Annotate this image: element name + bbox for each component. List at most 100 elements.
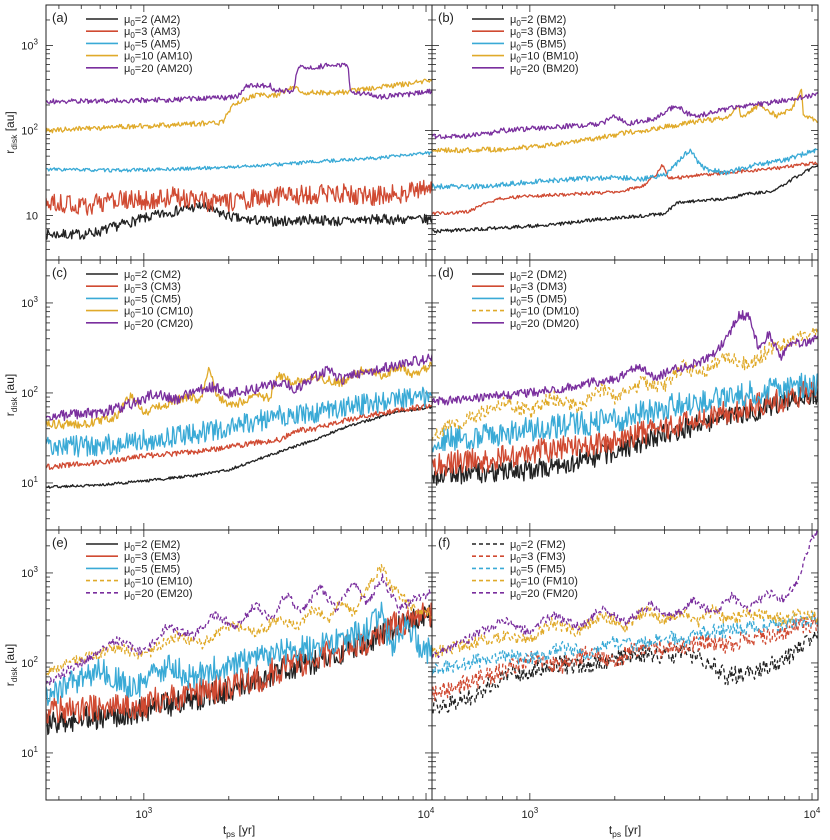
- legend-entry: μ0=2 (AM2): [124, 14, 180, 28]
- legend-rest: =2 (BM2): [521, 14, 567, 26]
- legend-mu-subscript: 0: [130, 274, 135, 283]
- series-line-3dm3: [432, 378, 818, 477]
- series-group: [46, 563, 432, 736]
- tick-marks: [46, 4, 432, 261]
- panel-label: (f): [438, 535, 450, 550]
- legend-entry: μ0=10 (CM10): [124, 306, 193, 320]
- panel-f: (f) μ0=2 (FM2)μ0=3 (FM3)μ0=5 (FM5)μ0=10 (…: [431, 529, 821, 839]
- series-line-20em20: [46, 573, 432, 686]
- x-label-main: t: [609, 823, 613, 837]
- legend-mu: μ: [510, 563, 516, 575]
- panel-frame: [431, 529, 819, 801]
- legend-rest: =10 (CM10): [135, 306, 193, 318]
- panel-d: (d) μ0=2 (DM2)μ0=3 (DM3)μ0=5 (DM5)μ0=10 (…: [431, 259, 819, 531]
- series-line-2fm2: [432, 630, 818, 716]
- legend-rest: =5 (DM5): [521, 293, 567, 305]
- series-line-10am10: [46, 78, 432, 134]
- x-tick-label: 103: [136, 806, 153, 821]
- legend-rest: =3 (AM3): [135, 26, 181, 38]
- y-tick-base: 10: [21, 298, 33, 310]
- y-tick-base: 10: [26, 211, 38, 223]
- series-line-2dm2: [432, 384, 818, 486]
- legend-mu-subscript: 0: [516, 68, 521, 77]
- legend-rest: =5 (CM5): [135, 293, 181, 305]
- legend-entry: μ0=20 (EM20): [124, 588, 193, 602]
- legend-mu: μ: [510, 281, 516, 293]
- legend-entry: μ0=5 (DM5): [510, 293, 567, 307]
- y-label-main: r: [3, 150, 17, 154]
- legend-mu: μ: [510, 38, 516, 50]
- y-tick-exponent: 2: [34, 385, 39, 394]
- legend-mu: μ: [510, 26, 516, 38]
- y-label-subscript: disk: [9, 134, 19, 150]
- legend-rest: =5 (FM5): [521, 563, 566, 575]
- legend-entry: μ0=5 (AM5): [124, 38, 180, 52]
- legend-mu: μ: [510, 306, 516, 318]
- y-label-subscript: disk: [9, 666, 19, 682]
- y-tick-label: 101: [21, 475, 38, 490]
- legend-mu: μ: [124, 26, 130, 38]
- y-tick-label: 10: [26, 211, 38, 223]
- y-axis-label: rdisk [au]: [3, 374, 19, 416]
- legend-rest: =10 (AM10): [135, 51, 193, 63]
- x-axis-label: tps [yr]: [223, 823, 255, 839]
- series-group: [46, 62, 432, 240]
- legend-rest: =2 (CM2): [135, 269, 181, 281]
- series-group: [432, 88, 818, 234]
- y-label-subscript: disk: [9, 396, 19, 412]
- tick-marks: [432, 529, 818, 801]
- legend-rest: =2 (AM2): [135, 14, 181, 26]
- legend-mu-subscript: 0: [516, 298, 521, 307]
- y-tick-base: 10: [21, 478, 33, 490]
- legend-mu: μ: [124, 293, 130, 305]
- legend-mu: μ: [510, 551, 516, 563]
- series-line-5cm5: [46, 386, 432, 458]
- series-line-5am5: [46, 151, 432, 173]
- y-tick-exponent: 1: [34, 745, 39, 754]
- y-tick-label: 101: [21, 745, 38, 760]
- legend-rest: =5 (EM5): [135, 563, 181, 575]
- legend-rest: =10 (DM10): [521, 306, 579, 318]
- legend-rest: =5 (AM5): [135, 38, 181, 50]
- legend-entry: μ0=2 (DM2): [510, 269, 567, 283]
- x-axis-label: tps [yr]: [609, 823, 641, 839]
- legend-mu-subscript: 0: [516, 323, 521, 332]
- x-tick-exponent: 3: [148, 806, 153, 815]
- y-tick-exponent: 1: [34, 475, 39, 484]
- legend-mu: μ: [124, 576, 130, 588]
- x-tick-exponent: 4: [816, 806, 821, 815]
- x-tick-exponent: 3: [534, 806, 539, 815]
- legend-entry: μ0=5 (EM5): [124, 563, 180, 577]
- legend-mu: μ: [124, 14, 130, 26]
- y-tick-base: 10: [21, 388, 33, 400]
- legend-mu-subscript: 0: [130, 19, 135, 28]
- series-line-20am20: [46, 62, 432, 105]
- legend-entry: μ0=20 (BM20): [510, 63, 579, 77]
- legend-mu-subscript: 0: [516, 286, 521, 295]
- legend-mu: μ: [510, 318, 516, 330]
- legend-mu-subscript: 0: [130, 556, 135, 565]
- panel-label: (d): [438, 265, 454, 280]
- legend-rest: =20 (CM20): [135, 318, 193, 330]
- panel-e: (e) μ0=2 (EM2)μ0=3 (EM3)μ0=5 (EM5)μ0=10 (…: [3, 529, 435, 839]
- y-tick-base: 10: [21, 658, 33, 670]
- legend-mu: μ: [510, 576, 516, 588]
- legend-entry: μ0=10 (FM10): [510, 576, 578, 590]
- series-line-5bm5: [432, 148, 818, 190]
- legend-mu-subscript: 0: [516, 556, 521, 565]
- panel-label: (b): [438, 10, 454, 25]
- tick-marks: [46, 529, 432, 801]
- y-tick-base: 10: [21, 126, 33, 138]
- legend-mu-subscript: 0: [516, 593, 521, 602]
- legend-rest: =20 (EM20): [135, 588, 193, 600]
- y-tick-exponent: 2: [34, 655, 39, 664]
- panel-label: (c): [52, 265, 67, 280]
- legend-mu-subscript: 0: [130, 31, 135, 40]
- y-tick-label: 102: [21, 123, 38, 138]
- legend-entry: μ0=10 (DM10): [510, 306, 579, 320]
- x-label-main: t: [223, 823, 227, 837]
- series-line-2bm2: [432, 163, 818, 234]
- legend-mu: μ: [510, 588, 516, 600]
- x-tick-base: 10: [522, 809, 534, 821]
- y-label-unit: [au]: [3, 111, 17, 134]
